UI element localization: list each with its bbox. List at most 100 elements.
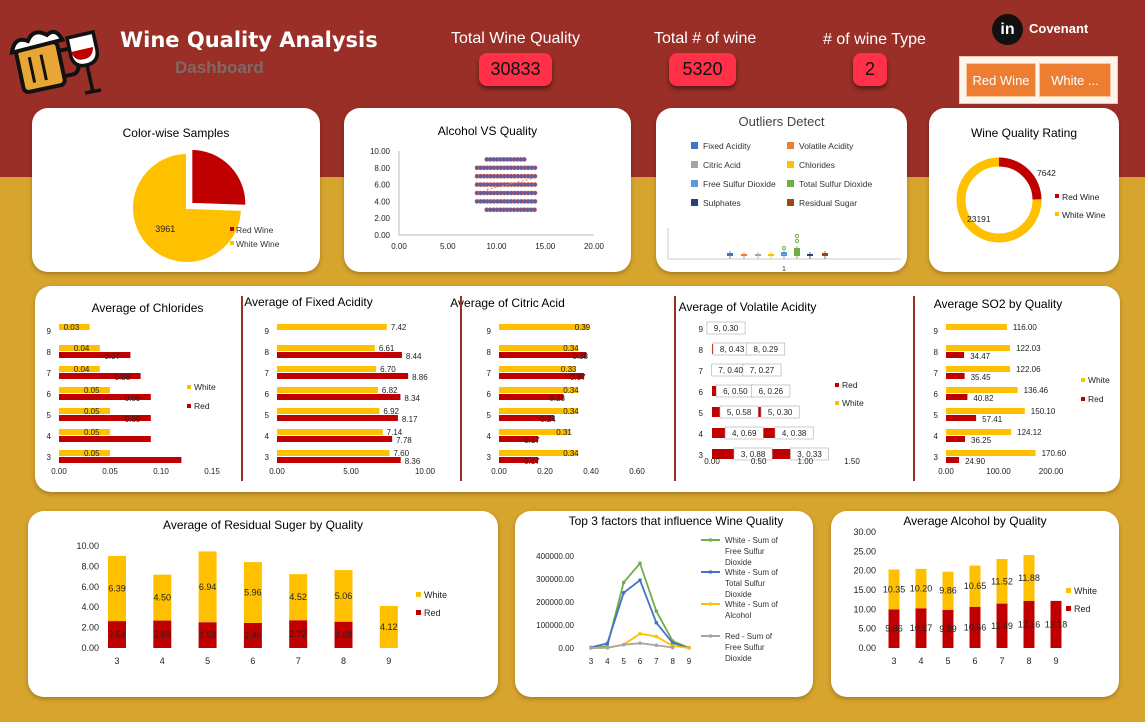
data-label-red: 10.27 [910, 623, 933, 633]
bar-white [277, 429, 383, 435]
donut-segment [998, 157, 1042, 200]
data-label-red: 2.69 [154, 629, 172, 639]
scatter-point [532, 190, 538, 196]
series-point [687, 646, 691, 650]
data-label-white: 10.20 [910, 584, 933, 594]
y-tick-label: 3 [47, 453, 52, 462]
data-label-white: 0.34 [563, 449, 579, 458]
legend-marker [1066, 606, 1071, 611]
bar-red [243, 622, 262, 648]
legend-marker [187, 385, 191, 389]
legend-marker [708, 602, 713, 606]
bar-white [499, 324, 589, 330]
bar-red [277, 457, 401, 463]
bar-red [277, 415, 398, 421]
slicer-white-wine-button[interactable]: White ... [1039, 63, 1111, 97]
fixed-acidity-title: Average of Fixed Acidity [244, 295, 373, 309]
y-tick-label: 5.00 [858, 624, 876, 634]
legend-marker [691, 180, 698, 187]
data-label-red: 8.17 [402, 415, 418, 424]
volatile-acidity-title: Average of Volatile Acidity [678, 300, 817, 314]
linkedin-icon[interactable]: in [992, 14, 1023, 45]
chlorides-title: Average of Chlorides [91, 301, 204, 315]
bar-white [59, 324, 90, 330]
bar-red [946, 415, 977, 421]
x-tick-label: 3 [891, 656, 896, 666]
page-title: Wine Quality Analysis [120, 28, 378, 52]
series-point [670, 645, 675, 650]
series-point [621, 591, 626, 595]
x-tick-label: 3 [589, 657, 594, 666]
bar-white [946, 408, 1025, 414]
y-tick-label: 4 [265, 432, 270, 441]
legend-label: White [842, 398, 864, 408]
x-tick-label: 5 [205, 656, 210, 666]
series-line [590, 642, 673, 649]
y-tick-label: 0.00 [81, 643, 99, 653]
data-label-white: 7.60 [393, 449, 409, 458]
x-tick-label: 6 [250, 656, 255, 666]
bar-white [379, 605, 398, 648]
outlier-point [781, 245, 787, 251]
bar-red [289, 620, 308, 648]
data-label-white: 6.70 [380, 365, 396, 374]
data-label: 5, 0.30 [768, 408, 793, 417]
data-label-white: 6.94 [199, 582, 217, 592]
x-tick-label: 20.00 [584, 242, 605, 251]
legend-label: Red [842, 380, 858, 390]
x-tick-label: 0.00 [938, 467, 954, 476]
x-tick-label: 5.00 [343, 467, 359, 476]
top-factors-title: Top 3 factors that influence Wine Qualit… [568, 514, 784, 528]
data-label-box [719, 405, 759, 419]
legend-marker [835, 383, 839, 387]
bar-white [499, 387, 578, 393]
donut-data-label: 7642 [1037, 168, 1056, 178]
outlier-point [794, 238, 800, 244]
data-label-white: 4.52 [289, 592, 307, 602]
y-tick-label: 15.00 [853, 585, 876, 595]
data-label-box [760, 405, 800, 419]
x-tick-label: 7 [654, 657, 659, 666]
series-point [638, 561, 642, 566]
y-tick-label: 3 [934, 453, 939, 462]
bar-red [946, 436, 966, 442]
data-label-red: 8.44 [406, 352, 422, 361]
bar-red [59, 415, 151, 421]
legend-marker [1081, 397, 1085, 401]
bar-white [499, 429, 571, 435]
data-label-white: 4.50 [154, 593, 172, 603]
x-tick-label: 0.00 [51, 467, 67, 476]
y-tick-label: 6 [487, 390, 492, 399]
legend-marker [835, 401, 839, 405]
series-point [638, 641, 642, 645]
data-label-box [746, 342, 786, 356]
data-label-white: 11.52 [991, 576, 1013, 586]
x-tick-label: 0.00 [704, 457, 720, 466]
x-tick-label: 4 [918, 656, 923, 666]
bar-red [198, 622, 217, 648]
kpi-wine-type: 2 [853, 53, 887, 86]
data-label-white: 10.35 [883, 584, 906, 594]
slicer-red-wine-button[interactable]: Red Wine [966, 63, 1036, 97]
y-tick-label: 10.00 [76, 541, 99, 551]
y-tick-label: 8 [487, 348, 492, 357]
data-label-red: 0.24 [540, 415, 556, 424]
x-tick-label: 7 [999, 656, 1004, 666]
x-tick-label: 4 [160, 656, 165, 666]
data-label-red: 7.78 [396, 436, 412, 445]
data-label-red: 0.09 [125, 394, 141, 403]
data-label: 4, 0.38 [782, 429, 807, 438]
bar-red [277, 352, 402, 358]
y-tick-label: 6 [934, 390, 939, 399]
data-label-white: 0.05 [84, 428, 100, 437]
data-label-white: 7.14 [387, 428, 403, 437]
y-tick-label: 200000.00 [536, 598, 574, 607]
bar-red [277, 373, 409, 379]
legend-label: Sulphates [703, 198, 741, 208]
y-tick-label: 10.00 [853, 604, 876, 614]
bar-red [499, 415, 555, 421]
y-tick-label: 9 [47, 327, 52, 336]
series-point [654, 609, 659, 613]
bar-white [942, 571, 954, 610]
data-label-white: 11.88 [1018, 573, 1040, 583]
